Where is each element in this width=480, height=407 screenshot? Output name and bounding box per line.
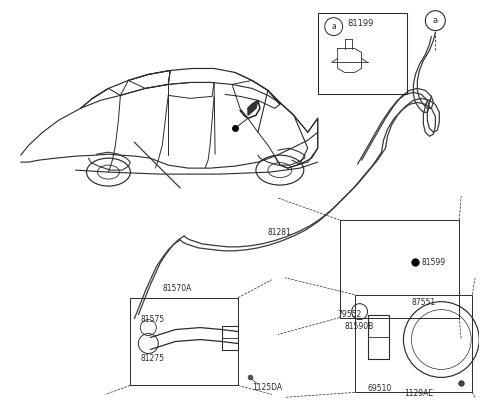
Text: a: a	[433, 16, 438, 25]
Bar	[318, 13, 408, 94]
Text: 81275: 81275	[140, 354, 164, 363]
Bar	[340, 220, 459, 317]
Text: 69510: 69510	[368, 384, 392, 394]
Text: 1125DA: 1125DA	[252, 383, 282, 392]
Text: 81199: 81199	[348, 19, 374, 28]
Text: 87551: 87551	[411, 298, 435, 307]
Text: 81281: 81281	[268, 228, 292, 237]
Text: 81575: 81575	[140, 315, 165, 324]
Text: 79552: 79552	[337, 310, 362, 319]
Bar	[131, 298, 238, 385]
Polygon shape	[248, 101, 258, 115]
Text: 81599: 81599	[421, 258, 445, 267]
Text: 81590B: 81590B	[345, 322, 374, 330]
Bar	[355, 295, 472, 392]
Text: 81570A: 81570A	[162, 284, 192, 293]
Text: a: a	[331, 22, 336, 31]
Text: 1129AE: 1129AE	[405, 389, 433, 398]
